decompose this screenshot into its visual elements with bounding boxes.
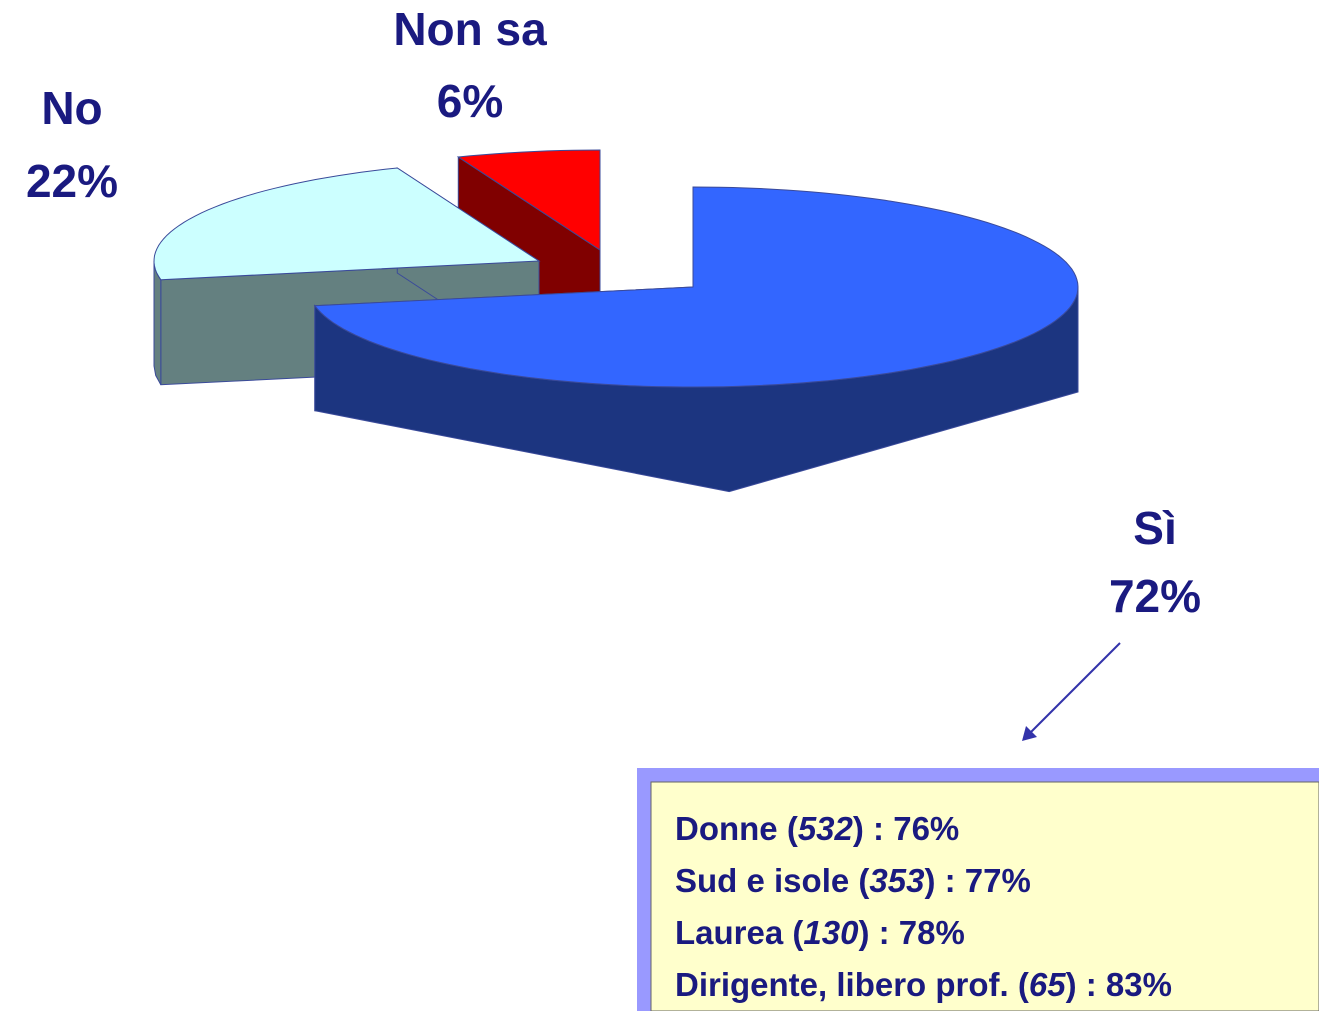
note-line: Dirigente, libero prof. (65) : 83% [675, 966, 1172, 1003]
slice-side [153, 260, 162, 385]
slice [153, 167, 541, 281]
slice-name: No [41, 82, 102, 134]
arrow [1029, 642, 1121, 734]
slice-name: Sì [1133, 502, 1176, 554]
note-line: Donne (532) : 76% [675, 810, 959, 847]
slice-percent: 22% [26, 155, 118, 207]
slice-percent: 6% [437, 75, 503, 127]
note-box [650, 781, 1319, 1011]
slice [456, 149, 601, 251]
pie [153, 149, 1079, 493]
arrow-head [1022, 726, 1037, 741]
note-line: Laurea (130) : 78% [675, 914, 965, 951]
slice-percent: 72% [1109, 570, 1201, 622]
slice [313, 186, 1079, 388]
slice-name: Non sa [393, 3, 547, 55]
note-line: Sud e isole (353) : 77% [675, 862, 1031, 899]
